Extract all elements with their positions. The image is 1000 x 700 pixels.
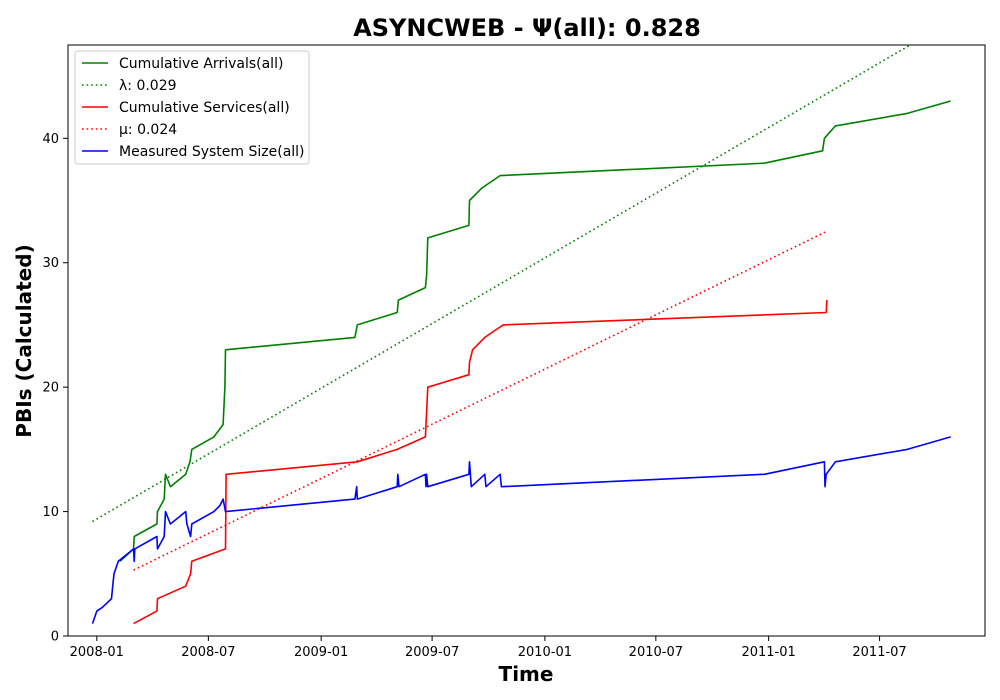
x-tick-label: 2008-01 bbox=[70, 645, 124, 660]
y-tick-label: 20 bbox=[42, 381, 59, 396]
y-axis-label: PBIs (Calculated) bbox=[12, 244, 36, 437]
y-tick-label: 30 bbox=[42, 256, 59, 271]
y-tick-label: 0 bbox=[51, 630, 59, 645]
legend-label-5: Measured System Size(all) bbox=[119, 144, 305, 160]
chart-title: ASYNCWEB - Ψ(all): 0.828 bbox=[353, 14, 701, 42]
legend-label-3: Cumulative Services(all) bbox=[119, 100, 290, 116]
x-tick-label: 2010-07 bbox=[629, 645, 683, 660]
x-tick-label: 2009-01 bbox=[294, 645, 348, 660]
legend-label-2: λ: 0.029 bbox=[119, 78, 177, 94]
legend-label-4: μ: 0.024 bbox=[119, 122, 177, 138]
series-line-5-measured-system-size-all bbox=[91, 436, 951, 624]
y-tick-label: 40 bbox=[42, 132, 59, 147]
x-tick-label: 2010-01 bbox=[518, 645, 572, 660]
x-tick-label: 2011-07 bbox=[852, 645, 906, 660]
y-axis-ticks: 0 10 20 30 40 bbox=[42, 132, 68, 645]
series-layer bbox=[91, 44, 951, 625]
x-axis-ticks: 2008-01 2008-07 2009-01 2009-07 2010-01 2010-… bbox=[70, 636, 907, 660]
x-tick-label: 2011-01 bbox=[741, 645, 795, 660]
x-axis-label: Time bbox=[499, 662, 554, 686]
legend-box bbox=[74, 50, 310, 165]
y-tick-label: 10 bbox=[42, 505, 59, 520]
series-line-1-cumulative-arrivals-all bbox=[119, 100, 951, 562]
x-tick-label: 2008-07 bbox=[181, 645, 235, 660]
legend: Cumulative Arrivals(all) λ: 0.029 Cumulati… bbox=[74, 50, 310, 165]
x-tick-label: 2009-07 bbox=[405, 645, 459, 660]
series-line-2-0-029 bbox=[92, 44, 911, 523]
series-line-3-cumulative-services-all bbox=[133, 300, 828, 625]
plot-frame bbox=[67, 44, 986, 637]
legend-items: Cumulative Arrivals(all) λ: 0.029 Cumulati… bbox=[82, 56, 305, 160]
legend-label-1: Cumulative Arrivals(all) bbox=[119, 56, 283, 72]
